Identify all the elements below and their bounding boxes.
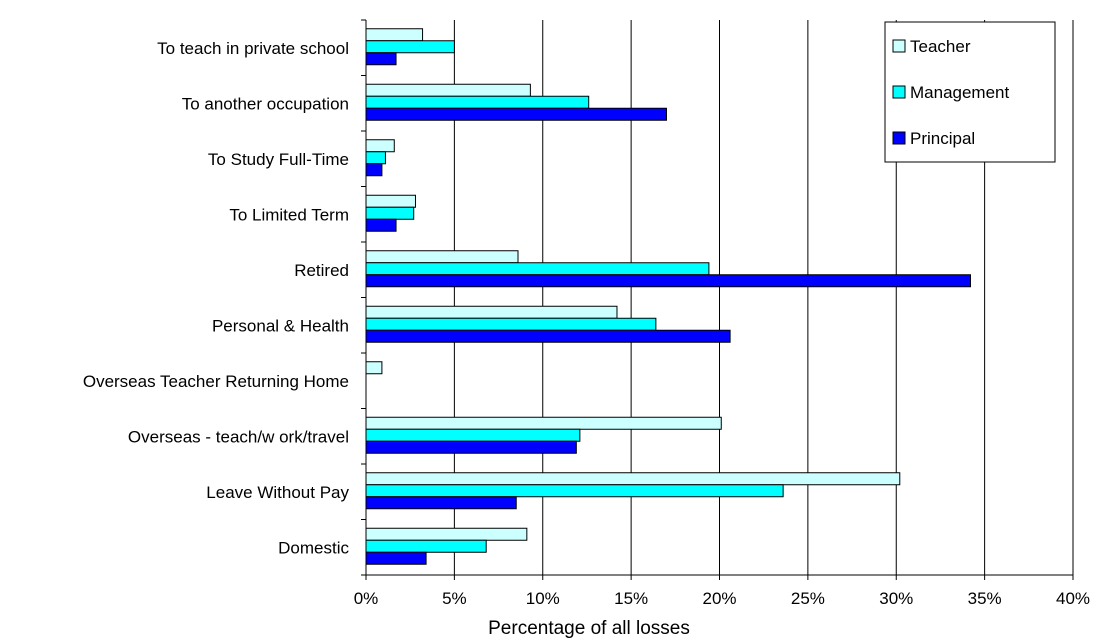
x-tick-labels: 0% 5% 10% 15% 20% 25% 30% 35% 40% — [354, 589, 1090, 608]
bar-management — [365, 206, 415, 220]
category-label: To teach in private school — [157, 39, 349, 58]
category-label: Domestic — [278, 538, 349, 557]
x-tick-label: 35% — [968, 589, 1002, 608]
bar-principal — [365, 163, 383, 177]
bar-management — [365, 40, 455, 54]
bar-teacher — [365, 416, 722, 430]
x-tick-label: 15% — [614, 589, 648, 608]
category-label: Overseas Teacher Returning Home — [83, 372, 349, 391]
bar-principal — [365, 329, 731, 343]
bar-management — [365, 317, 657, 331]
category-labels: To teach in private school To another occ… — [83, 39, 350, 558]
x-tick-label: 5% — [442, 589, 467, 608]
x-tick-label: 30% — [879, 589, 913, 608]
category-label: Retired — [294, 261, 349, 280]
category-label: Overseas - teach/w ork/travel — [128, 427, 349, 446]
bar-principal — [365, 551, 427, 565]
bars — [365, 28, 971, 565]
x-tick-label: 0% — [354, 589, 379, 608]
x-tick-label: 20% — [702, 589, 736, 608]
bar-teacher — [365, 305, 618, 319]
category-label: To Limited Term — [229, 205, 349, 224]
category-label: Leave Without Pay — [206, 483, 349, 502]
bar-teacher — [365, 139, 395, 153]
bar-principal — [365, 274, 971, 288]
legend-swatch-principal — [892, 131, 906, 145]
bar-principal — [365, 52, 397, 66]
bar-management — [365, 428, 581, 442]
bar-principal — [365, 440, 577, 454]
bar-management — [365, 151, 386, 165]
bar-principal — [365, 496, 517, 510]
bar-teacher — [365, 83, 531, 97]
bar-principal — [365, 218, 397, 232]
x-axis-title: Percentage of all losses — [488, 618, 690, 639]
bar-teacher — [365, 361, 383, 375]
category-label: To Study Full-Time — [208, 150, 349, 169]
bar-teacher — [365, 250, 519, 264]
category-label: To another occupation — [182, 94, 349, 113]
bar-management — [365, 484, 784, 498]
legend-swatch-teacher — [892, 39, 906, 53]
bar-management — [365, 95, 590, 109]
category-label: Personal & Health — [212, 316, 349, 335]
legend: Teacher Management Principal — [884, 21, 1056, 163]
bar-principal — [365, 107, 667, 121]
bar-management — [365, 539, 487, 553]
x-tick-label: 40% — [1056, 589, 1090, 608]
legend-label-management: Management — [910, 83, 1010, 102]
bar-teacher — [365, 472, 901, 486]
x-tick-label: 10% — [526, 589, 560, 608]
bar-teacher — [365, 194, 416, 208]
legend-box — [884, 21, 1056, 163]
legend-label-teacher: Teacher — [910, 37, 971, 56]
bar-management — [365, 262, 710, 276]
legend-swatch-management — [892, 85, 906, 99]
bar-teacher — [365, 28, 424, 42]
legend-label-principal: Principal — [910, 129, 975, 148]
bar-teacher — [365, 527, 528, 541]
x-tick-label: 25% — [791, 589, 825, 608]
